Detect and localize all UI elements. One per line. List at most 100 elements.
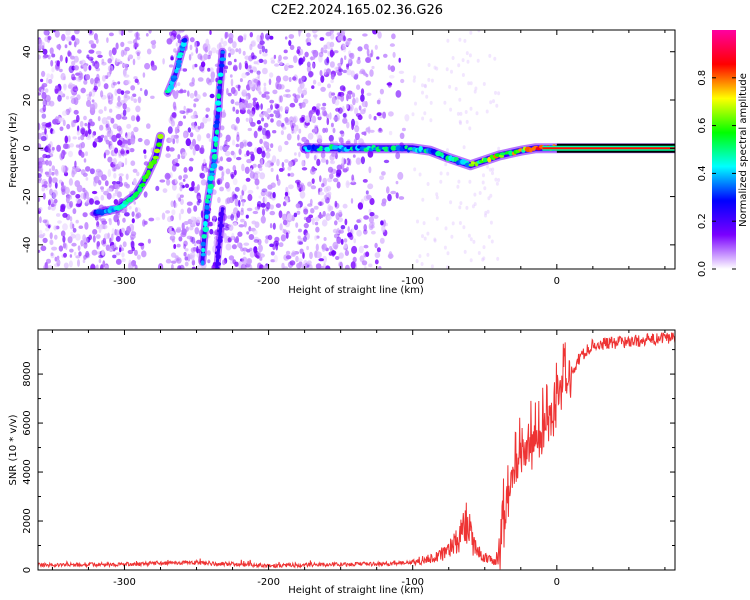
noise-mark xyxy=(456,111,460,116)
noise-mark xyxy=(50,60,54,67)
noise-mark xyxy=(247,189,254,195)
noise-mark xyxy=(361,70,366,75)
noise-mark xyxy=(48,181,52,188)
noise-mark xyxy=(321,183,325,188)
noise-mark xyxy=(173,202,178,209)
curved-track-mark xyxy=(146,169,151,176)
noise-mark xyxy=(340,94,345,102)
noise-mark xyxy=(260,202,266,208)
noise-mark xyxy=(235,143,240,148)
noise-mark xyxy=(317,201,324,206)
noise-mark xyxy=(60,203,66,210)
noise-mark xyxy=(276,158,280,167)
main-track-mark xyxy=(464,162,471,168)
noise-mark xyxy=(208,138,212,143)
snr-y-tick-label: 8000 xyxy=(22,361,33,386)
noise-mark xyxy=(383,159,390,164)
noise-mark xyxy=(495,103,499,108)
noise-mark xyxy=(128,54,134,60)
noise-mark xyxy=(368,263,373,268)
noise-mark xyxy=(225,31,229,38)
noise-mark xyxy=(109,237,112,244)
noise-mark xyxy=(368,166,372,174)
noise-mark xyxy=(298,228,302,233)
snr-series xyxy=(38,332,675,570)
noise-mark xyxy=(174,158,179,163)
noise-mark xyxy=(246,109,251,115)
noise-mark xyxy=(373,214,379,219)
noise-mark xyxy=(54,256,58,262)
noise-mark xyxy=(111,233,114,242)
noise-mark xyxy=(486,209,490,214)
noise-mark xyxy=(115,246,118,250)
noise-mark xyxy=(235,116,240,124)
noise-mark xyxy=(171,112,177,118)
noise-mark xyxy=(112,254,117,259)
noise-mark xyxy=(257,72,261,79)
noise-mark xyxy=(340,44,344,51)
noise-mark xyxy=(423,111,427,116)
noise-mark xyxy=(217,179,221,185)
noise-mark xyxy=(386,82,393,86)
noise-mark xyxy=(358,245,364,254)
noise-mark xyxy=(227,92,232,97)
colorbar: 0.0 0.2 0.4 0.6 0.8 Normalized spectral ampl… xyxy=(697,30,749,277)
noise-mark xyxy=(45,122,52,128)
noise-mark xyxy=(398,57,401,63)
noise-mark xyxy=(226,197,231,204)
noise-mark xyxy=(306,65,312,73)
noise-mark xyxy=(124,90,131,95)
noise-mark xyxy=(168,64,174,68)
noise-mark xyxy=(342,117,348,124)
noise-mark xyxy=(72,86,79,93)
noise-mark xyxy=(268,78,272,86)
noise-mark xyxy=(185,138,191,147)
noise-mark xyxy=(228,52,231,58)
noise-mark xyxy=(94,138,99,143)
noise-mark xyxy=(165,210,171,214)
noise-mark xyxy=(276,83,282,90)
main-track-mark xyxy=(346,145,351,150)
noise-mark xyxy=(301,167,308,171)
noise-mark xyxy=(304,121,310,126)
noise-mark xyxy=(47,224,51,229)
noise-mark xyxy=(330,73,335,80)
noise-mark xyxy=(463,249,467,254)
noise-mark xyxy=(341,157,345,165)
noise-mark xyxy=(325,159,329,165)
noise-mark xyxy=(133,39,138,45)
noise-mark xyxy=(63,262,69,269)
noise-mark xyxy=(311,178,315,185)
noise-mark xyxy=(52,130,56,134)
noise-mark xyxy=(458,205,462,210)
spectrogram-x-label: Height of straight line (km) xyxy=(288,285,424,296)
noise-mark xyxy=(226,157,232,163)
noise-mark xyxy=(269,223,273,229)
noise-mark xyxy=(63,83,67,91)
noise-mark xyxy=(68,65,75,74)
noise-mark xyxy=(38,122,41,131)
noise-mark xyxy=(371,65,375,70)
noise-mark xyxy=(258,58,264,64)
noise-mark xyxy=(131,260,137,265)
noise-mark xyxy=(398,70,405,75)
noise-mark xyxy=(120,227,125,233)
steep-streak-mark xyxy=(206,194,212,199)
noise-mark xyxy=(54,30,60,38)
noise-mark xyxy=(463,38,467,43)
noise-mark xyxy=(183,131,188,139)
noise-mark xyxy=(369,129,375,133)
noise-mark xyxy=(256,186,259,190)
noise-mark xyxy=(51,246,58,251)
noise-mark xyxy=(238,62,242,70)
main-track-mark xyxy=(306,144,312,151)
colorbar-tick-label: 0.2 xyxy=(697,213,708,229)
noise-mark xyxy=(132,168,138,173)
noise-mark xyxy=(326,56,330,64)
upper-streak-mark xyxy=(174,68,179,74)
noise-mark xyxy=(302,251,305,259)
noise-mark xyxy=(209,30,212,35)
noise-mark xyxy=(225,243,232,251)
noise-mark xyxy=(98,259,102,263)
noise-mark xyxy=(282,219,288,226)
